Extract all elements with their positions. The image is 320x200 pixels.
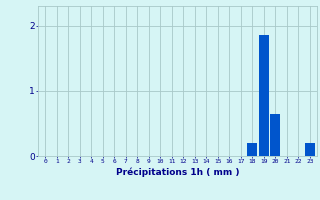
Bar — [247, 143, 257, 156]
Bar — [270, 114, 280, 156]
Bar — [259, 35, 269, 156]
Bar — [305, 143, 315, 156]
X-axis label: Précipitations 1h ( mm ): Précipitations 1h ( mm ) — [116, 167, 239, 177]
